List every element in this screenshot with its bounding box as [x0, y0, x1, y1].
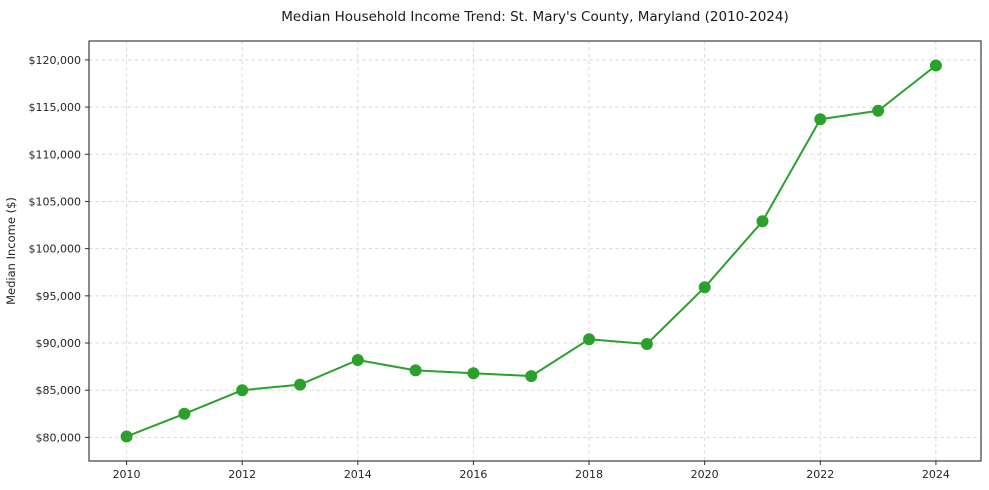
x-tick-label: 2020 [691, 468, 719, 481]
y-tick-label: $115,000 [29, 101, 82, 114]
plot-area: $80,000 $85,000 $90,000 $95,000 $100,000 $105… [29, 40, 982, 481]
data-point-marker [236, 384, 249, 397]
x-tick-label: 2018 [575, 468, 603, 481]
y-tick-label: $110,000 [29, 148, 82, 161]
y-tick-label: $105,000 [29, 195, 82, 208]
y-tick-label: $90,000 [36, 337, 82, 350]
data-point-marker [351, 354, 364, 366]
x-tick-label: 2010 [113, 468, 141, 481]
data-point-marker [872, 104, 885, 117]
x-tick-label: 2024 [922, 468, 950, 481]
data-point-marker [294, 378, 306, 391]
data-point-marker [756, 215, 769, 228]
y-tick-label: $120,000 [29, 54, 82, 67]
data-point-marker [178, 407, 191, 420]
data-point-marker [929, 59, 942, 72]
data-point-marker [525, 370, 538, 383]
chart-title: Median Household Income Trend: St. Mary'… [281, 9, 789, 25]
y-tick-label: $95,000 [36, 290, 82, 303]
data-point-marker [409, 364, 422, 377]
data-point-marker [698, 281, 711, 294]
y-tick-label: $85,000 [36, 384, 82, 397]
y-axis-label: Median Income ($) [4, 197, 18, 305]
data-point-marker [583, 333, 596, 346]
data-point-marker [640, 338, 653, 350]
x-tick-label: 2012 [228, 468, 256, 481]
x-tick-label: 2016 [459, 468, 487, 481]
data-point-marker [120, 430, 133, 443]
data-point-marker [467, 367, 480, 380]
data-point-marker [814, 113, 827, 126]
x-tick-label: 2022 [806, 468, 834, 481]
plot-frame [88, 40, 982, 462]
y-tick-label: $80,000 [36, 431, 82, 444]
x-tick-label: 2014 [344, 468, 372, 481]
y-tick-label: $100,000 [29, 243, 82, 256]
